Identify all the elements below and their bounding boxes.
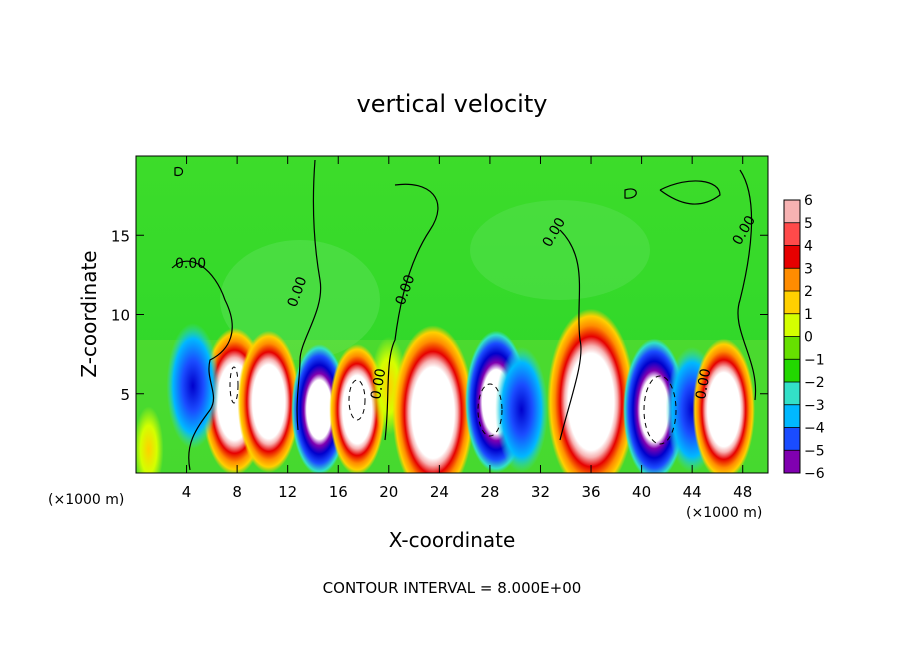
contour-label: 0.00 xyxy=(368,367,389,400)
colorbar-swatch xyxy=(784,200,800,223)
velocity-cell xyxy=(692,338,755,473)
x-tick-label: 40 xyxy=(632,483,651,501)
contour-line xyxy=(559,229,582,441)
colorbar-swatch xyxy=(784,313,800,337)
field-soft-patch xyxy=(470,200,650,300)
contour-line xyxy=(171,260,233,471)
x-tick-label: 48 xyxy=(733,483,752,501)
negative-contours xyxy=(229,366,677,445)
x-tick-label: 32 xyxy=(531,483,550,501)
x-axis-label: X-coordinate xyxy=(389,528,516,552)
x-unit-label-left: (×1000 m) xyxy=(48,492,124,508)
plot-area: 0.00 0.00 0.00 0.00 0.00 0.00 0.00 xyxy=(136,156,768,473)
negative-contour xyxy=(477,383,503,437)
x-unit-label-right: (×1000 m) xyxy=(686,505,762,521)
field-cells xyxy=(136,308,755,473)
x-tick-label: 12 xyxy=(278,483,297,501)
contour-line xyxy=(296,159,322,431)
colorbar-swatch xyxy=(784,359,800,382)
colorbar-swatch xyxy=(784,382,800,405)
colorbar-tick-label: −2 xyxy=(804,375,825,391)
x-tick-label: 4 xyxy=(182,483,192,501)
x-tick-label: 16 xyxy=(329,483,348,501)
contour-lines xyxy=(171,159,757,471)
contour-line xyxy=(737,169,757,401)
colorbar-tick-label: −1 xyxy=(804,352,825,368)
x-tick-label: 28 xyxy=(480,483,499,501)
velocity-cell xyxy=(392,325,474,473)
colorbar-swatch xyxy=(784,245,800,269)
colorbar-swatch xyxy=(784,450,800,473)
negative-contour xyxy=(348,379,366,421)
y-axis-label: Z-coordinate xyxy=(77,250,101,377)
colorbar-swatch xyxy=(784,268,800,291)
colorbar-tick-label: 4 xyxy=(804,239,813,255)
colorbar-swatch xyxy=(784,404,800,428)
negative-contour xyxy=(229,366,239,404)
x-axis: 4 8 12 16 20 24 28 32 36 40 44 48 xyxy=(182,156,752,501)
colorbar-tick-label: 5 xyxy=(804,216,813,232)
chart-title: vertical velocity xyxy=(357,90,548,118)
velocity-cell xyxy=(166,323,220,449)
colorbar-tick-label: 0 xyxy=(804,330,813,346)
velocity-cell xyxy=(547,308,636,473)
colorbar-swatch xyxy=(784,336,800,360)
contour-line xyxy=(174,166,184,177)
colorbar-swatch xyxy=(784,291,800,314)
x-tick-label: 24 xyxy=(430,483,449,501)
y-tick-label: 10 xyxy=(111,307,130,325)
x-tick-label: 36 xyxy=(581,483,600,501)
colorbar-swatch xyxy=(784,427,800,451)
contour-label: 0.00 xyxy=(175,256,206,272)
velocity-cell xyxy=(237,330,300,473)
colorbar-tick-label: 1 xyxy=(804,307,813,323)
colorbar-tick-label: −4 xyxy=(804,421,825,437)
contour-interval-note: CONTOUR INTERVAL = 8.000E+00 xyxy=(323,579,582,597)
y-axis: 5 10 15 xyxy=(111,227,768,404)
colorbar-tick-label: −6 xyxy=(804,466,825,482)
contour-line xyxy=(624,188,637,199)
x-tick-label: 44 xyxy=(683,483,702,501)
field-soft-patch xyxy=(220,240,380,360)
colorbar-tick-label: 2 xyxy=(804,284,813,300)
colorbar-tick-label: −3 xyxy=(804,398,825,414)
negative-contour xyxy=(643,375,677,445)
colorbar-tick-label: −5 xyxy=(804,443,825,459)
y-tick-label: 5 xyxy=(120,386,130,404)
contour-label: 0.00 xyxy=(693,367,714,400)
colorbar-tick-label: 3 xyxy=(804,261,813,277)
contour-line xyxy=(384,183,439,441)
x-tick-label: 8 xyxy=(232,483,242,501)
x-tick-label: 20 xyxy=(379,483,398,501)
contour-line xyxy=(659,180,721,205)
colorbar: 6 5 4 3 2 1 0 −1 −2 −3 −4 −5 −6 xyxy=(783,193,825,482)
colorbar-swatch xyxy=(784,222,800,246)
velocity-cell xyxy=(495,346,548,473)
colorbar-tick-label: 6 xyxy=(804,193,813,209)
y-tick-label: 15 xyxy=(111,227,130,245)
velocity-cell xyxy=(136,406,164,473)
